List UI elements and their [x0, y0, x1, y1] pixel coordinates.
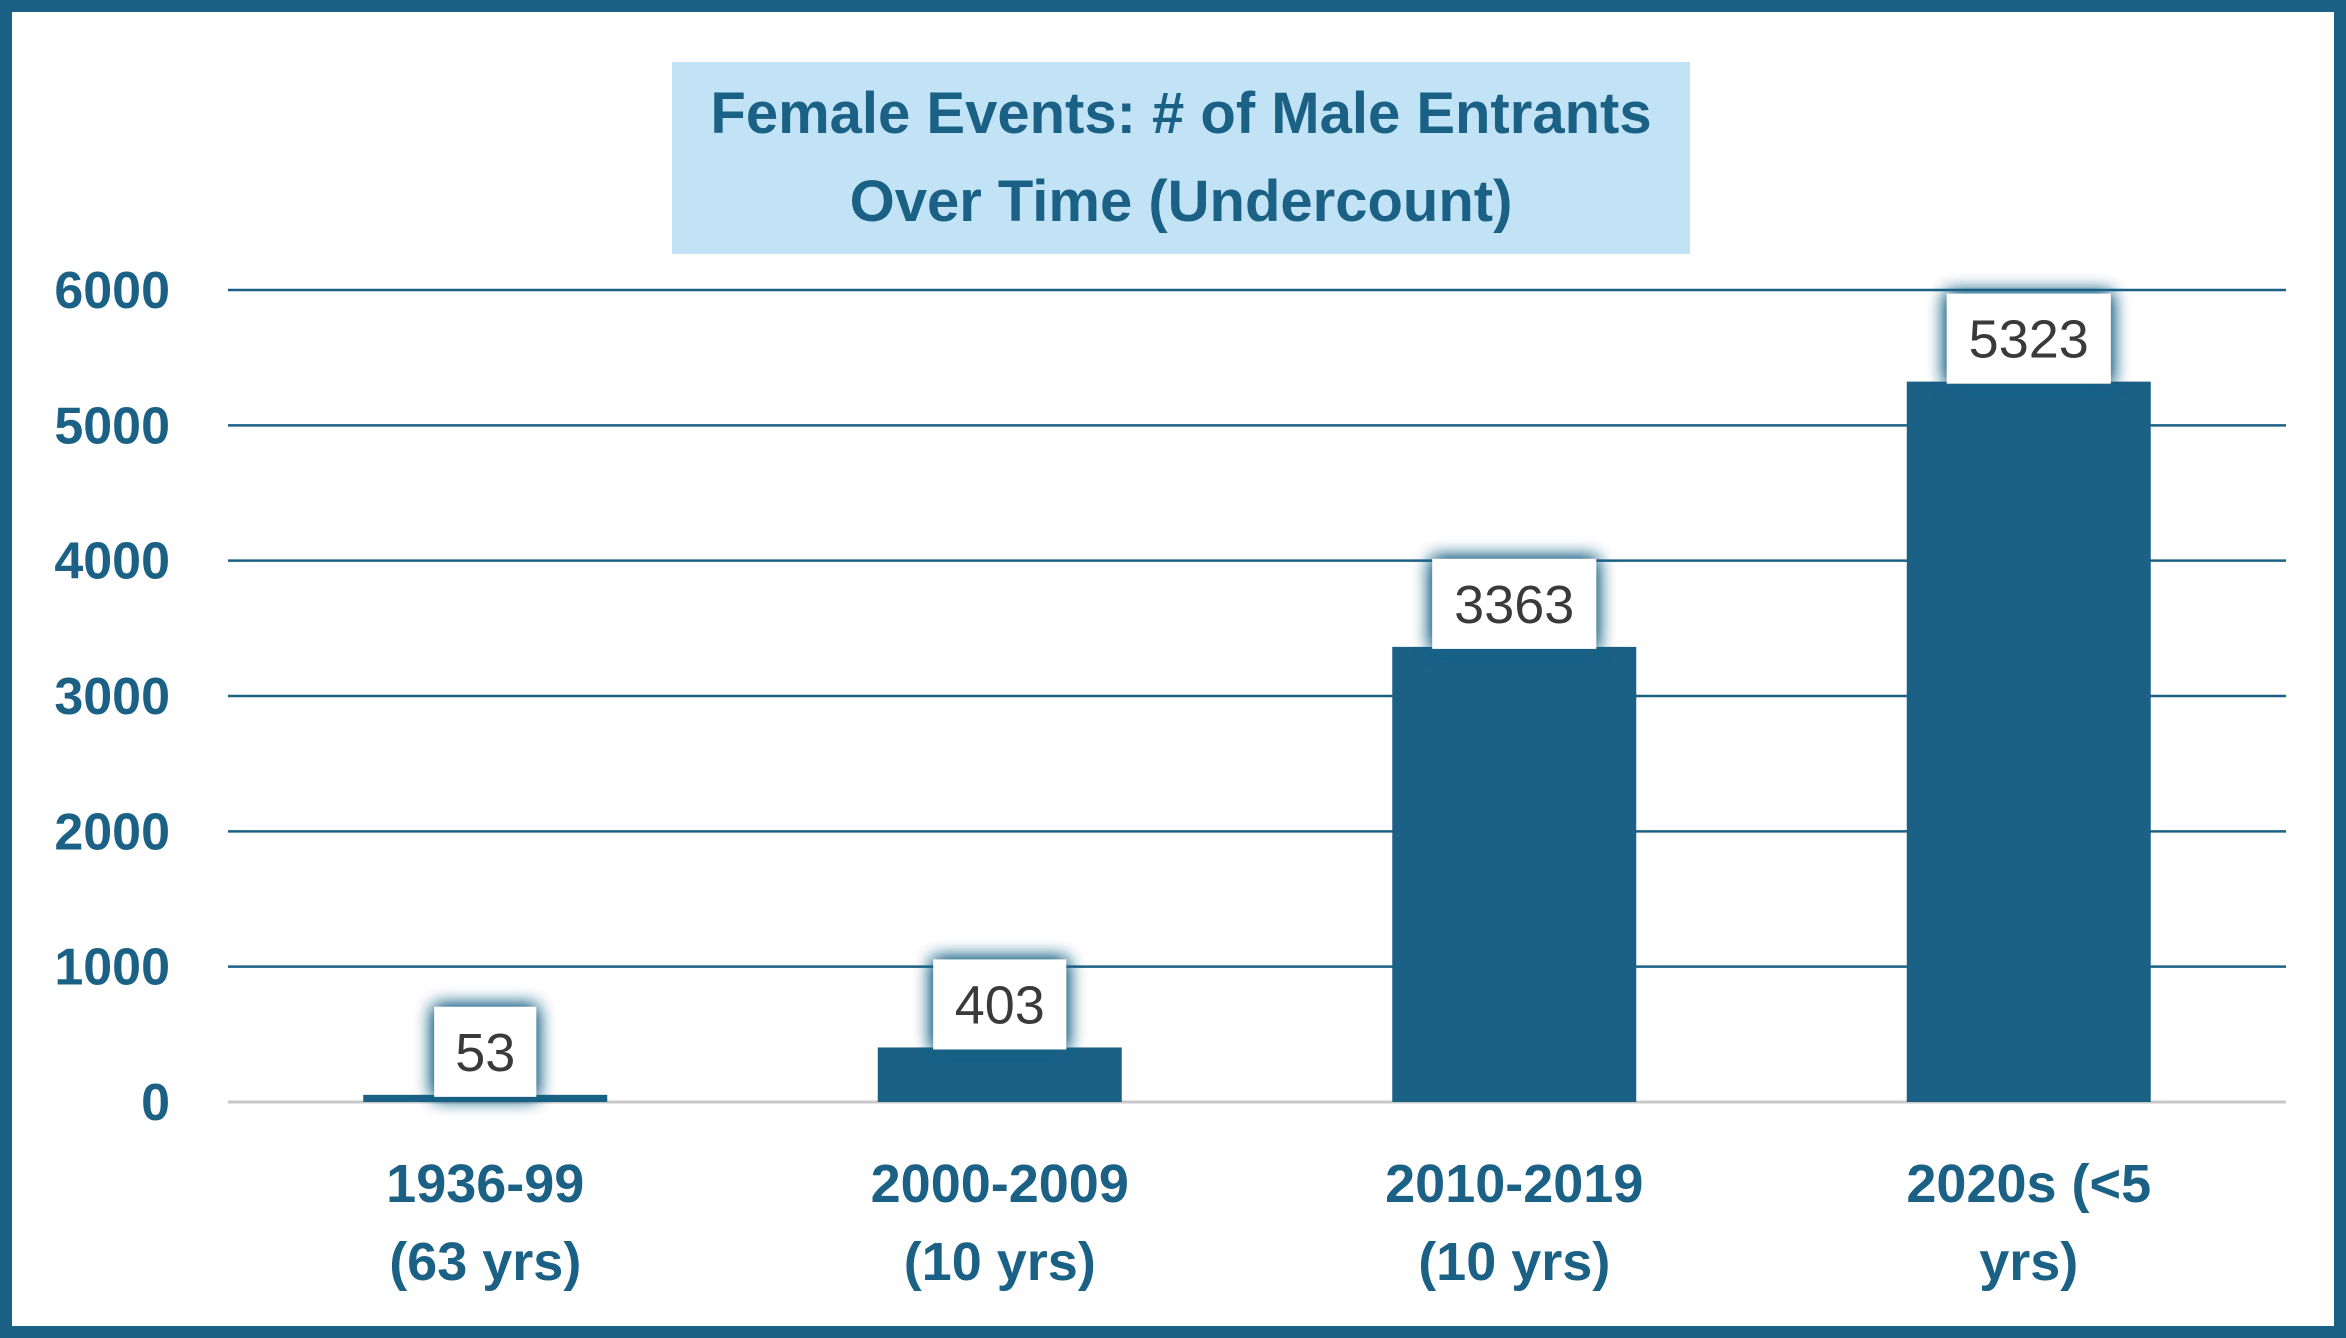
data-label: 403 [933, 959, 1067, 1050]
y-axis-ticks: 0 1000 2000 3000 4000 5000 6000 [54, 262, 170, 1132]
data-label-text: 5323 [1969, 310, 2089, 370]
data-label-box [1946, 293, 2111, 384]
x-tick-label: (10 yrs) [1418, 1232, 1610, 1292]
data-label-text: 3363 [1454, 575, 1574, 635]
bar [1392, 646, 1637, 1102]
data-label-box [1432, 558, 1597, 649]
data-label-text: 403 [955, 975, 1045, 1035]
data-label: 53 [434, 1006, 537, 1097]
y-tick-label: 1000 [54, 939, 170, 997]
data-label: 3363 [1432, 558, 1597, 649]
bars [363, 381, 2151, 1102]
chart-title-line-1: Female Events: # of Male Entrants [710, 81, 1652, 146]
y-tick-label: 5000 [54, 397, 170, 455]
chart-title: Female Events: # of Male Entrants Over T… [672, 62, 1690, 254]
x-tick-label: 2020s (<5 [1906, 1154, 2151, 1214]
chart-title-line-2: Over Time (Undercount) [849, 169, 1513, 234]
x-tick-label: 2010-2019 [1385, 1154, 1643, 1214]
data-label-box [434, 1006, 537, 1097]
data-label-text: 53 [455, 1023, 515, 1083]
y-tick-label: 0 [141, 1074, 170, 1132]
data-labels: 53 403 3363 5323 [434, 293, 2111, 1097]
x-tick-label: (63 yrs) [389, 1232, 581, 1292]
bar [1906, 381, 2151, 1102]
bar [363, 1094, 608, 1102]
data-label-box [933, 959, 1067, 1050]
bar [877, 1047, 1122, 1102]
x-tick-label: (10 yrs) [904, 1232, 1096, 1292]
x-axis-ticks: 1936-99 (63 yrs) 2000-2009 (10 yrs) 2010-201… [386, 1154, 2151, 1292]
x-tick-label: 1936-99 [386, 1154, 584, 1214]
x-tick-label: yrs) [1979, 1232, 2078, 1292]
data-label: 5323 [1946, 293, 2111, 384]
y-tick-label: 3000 [54, 668, 170, 726]
y-tick-label: 2000 [54, 803, 170, 861]
y-tick-label: 4000 [54, 533, 170, 591]
x-tick-label: 2000-2009 [871, 1154, 1129, 1214]
y-tick-label: 6000 [54, 262, 170, 320]
